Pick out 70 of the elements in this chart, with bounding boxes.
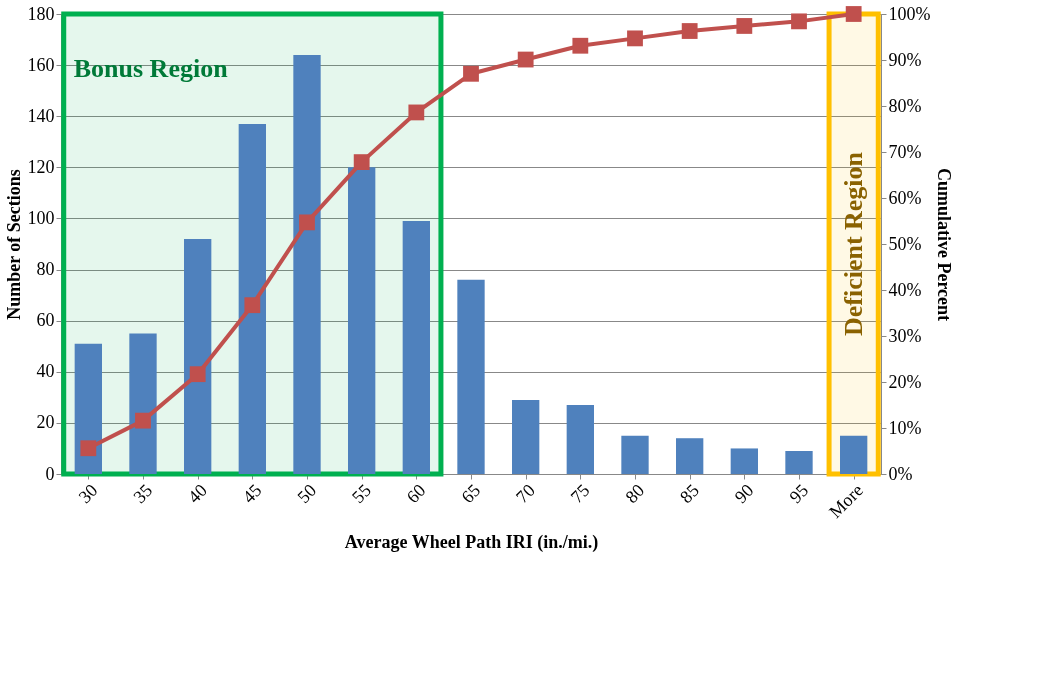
x-tick-label: 80 bbox=[621, 480, 649, 507]
y2-tick-label: 60% bbox=[888, 187, 922, 208]
x-tick-label: 95 bbox=[785, 480, 813, 507]
point bbox=[80, 440, 97, 457]
x-tick-label: 50 bbox=[293, 480, 321, 507]
x-tick-label: 65 bbox=[457, 480, 485, 507]
x-tick-label: 70 bbox=[512, 480, 539, 507]
band-label: Bonus Region bbox=[73, 54, 229, 84]
x-tick-label: 85 bbox=[676, 480, 703, 507]
point bbox=[408, 104, 425, 121]
y-axis-title: Number of Sections bbox=[3, 169, 24, 320]
x-tick-label: 55 bbox=[348, 480, 375, 507]
y2-tick-label: 50% bbox=[888, 233, 922, 254]
y-tick-label: 140 bbox=[27, 105, 55, 126]
y-tick-label: 160 bbox=[27, 54, 55, 75]
point bbox=[681, 23, 698, 39]
point bbox=[299, 214, 315, 231]
point bbox=[135, 412, 151, 429]
bar bbox=[129, 333, 157, 474]
band-label: Deficient Region bbox=[838, 151, 868, 337]
y-tick-label: 180 bbox=[27, 3, 55, 24]
y-tick-label: 20 bbox=[36, 412, 55, 433]
bar bbox=[457, 279, 485, 474]
x-tick-label: 35 bbox=[129, 480, 157, 507]
y2-tick-label: 0% bbox=[888, 463, 913, 484]
point bbox=[463, 65, 479, 82]
bar bbox=[785, 451, 813, 474]
x-tick-label: 75 bbox=[566, 480, 594, 507]
point bbox=[736, 18, 753, 34]
bar bbox=[730, 448, 758, 474]
point bbox=[353, 154, 370, 171]
y2-tick-label: 80% bbox=[888, 95, 922, 116]
y-tick-label: 80 bbox=[36, 259, 55, 280]
x-tick-label: 45 bbox=[238, 480, 266, 507]
y2-tick-label: 40% bbox=[888, 279, 922, 300]
x-tick-label: 90 bbox=[730, 480, 758, 507]
point bbox=[845, 6, 862, 22]
x-tick-label: 30 bbox=[74, 480, 102, 507]
bar bbox=[238, 123, 266, 474]
y2-tick-label: 10% bbox=[888, 417, 922, 438]
bar bbox=[348, 167, 376, 474]
y2-tick-label: 30% bbox=[888, 325, 922, 346]
point bbox=[517, 51, 534, 68]
y-tick-label: 40 bbox=[36, 361, 55, 382]
bar bbox=[293, 54, 321, 474]
y-tick-label: 60 bbox=[36, 310, 55, 331]
bar bbox=[402, 221, 430, 474]
point bbox=[189, 366, 206, 383]
point bbox=[791, 13, 807, 30]
x-tick-label: 60 bbox=[402, 480, 430, 507]
y2-tick-label: 20% bbox=[888, 371, 922, 392]
bar bbox=[566, 405, 594, 474]
y-tick-label: 120 bbox=[27, 156, 55, 177]
bar bbox=[676, 438, 704, 474]
y2-tick-label: 90% bbox=[888, 49, 922, 70]
x-tick-label: 40 bbox=[184, 480, 211, 507]
point bbox=[244, 297, 261, 314]
y2-tick-label: 70% bbox=[888, 141, 922, 162]
y2-tick-label: 100% bbox=[888, 3, 931, 24]
bar bbox=[74, 343, 102, 474]
bar bbox=[840, 435, 868, 474]
x-axis-title: Average Wheel Path IRI (in./mi.) bbox=[344, 531, 599, 553]
bar bbox=[512, 399, 540, 474]
point bbox=[572, 37, 589, 54]
y-tick-label: 100 bbox=[27, 207, 55, 228]
y2-axis-title: Cumulative Percent bbox=[934, 167, 955, 322]
point bbox=[627, 30, 643, 47]
y-tick-label: 0 bbox=[45, 463, 55, 484]
bar bbox=[621, 435, 649, 474]
bar bbox=[184, 238, 212, 474]
